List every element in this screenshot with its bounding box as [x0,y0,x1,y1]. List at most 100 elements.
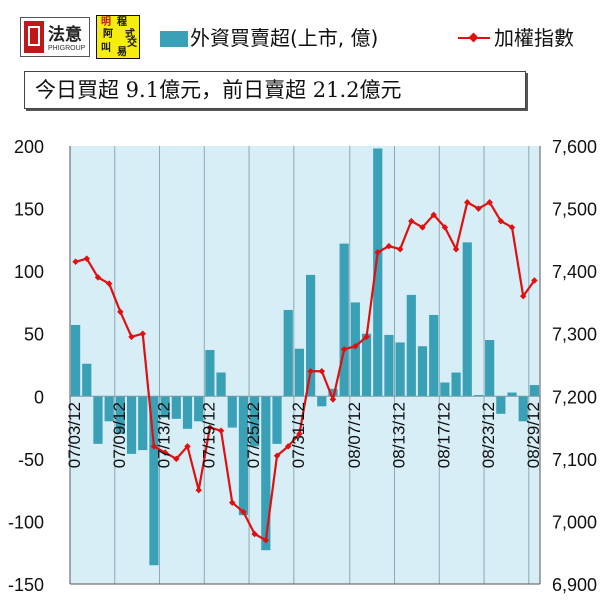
legend-line-swatch [458,32,490,43]
logo2-glyph: 阿 [103,29,113,40]
index-point [72,258,79,266]
index-point [229,499,236,506]
phigroup-logo-mark [24,21,44,53]
index-point [139,330,146,337]
right-tick-label: 7,500 [552,200,597,220]
right-tick-label: 7,600 [552,137,597,157]
legend-line-label: 加權指數 [494,26,574,50]
index-point [374,249,381,256]
index-point [497,217,505,225]
bar-mark [451,372,461,397]
bar-mark [462,242,472,397]
bar-mark [205,349,215,397]
bar-mark [429,314,439,397]
program-trading-logo: 明 程 阿 式 叫 交 易 [96,15,140,59]
bar-mark [171,396,181,419]
logo2-glyph: 程 [117,17,127,28]
x-tick-label: 08/23/12 [479,402,498,468]
bar-mark [373,148,383,397]
bar-mark [496,396,506,414]
index-point [184,443,191,450]
left-tick-label: -100 [8,512,44,532]
index-point [161,449,169,456]
x-tick-label: 07/31/12 [289,402,308,468]
bar-mark [395,342,405,397]
bar-mark [227,396,237,428]
legend-bar-label: 外資買賣超(上市, 億) [190,26,379,50]
index-point [340,346,348,353]
phigroup-logo-name: 法意 [48,25,82,45]
bar-mark [82,363,92,397]
bar-mark [272,396,282,444]
x-tick-label: 08/13/12 [390,402,409,468]
bar-mark [339,243,349,397]
bar-mark [71,324,81,397]
index-point [284,443,292,450]
bar-mark [417,346,428,397]
index-point [195,486,202,494]
bar-mark [115,396,125,434]
index-point [352,342,359,350]
bar-mark [306,274,316,397]
index-point [240,508,247,516]
index-point [329,396,337,403]
index-point [441,224,449,231]
index-point [464,199,471,206]
right-tick-label: 7,400 [552,262,597,282]
index-point [452,245,460,253]
bar-mark [160,396,170,418]
logo2-glyph: 式 [125,29,135,40]
index-point [419,224,426,231]
plot-area [70,146,540,584]
bar-mark [126,396,137,454]
x-tick-label: 07/03/12 [65,402,84,468]
bar-mark [485,339,495,397]
bar-mark [361,333,372,397]
index-point [408,217,415,225]
right-tick-label: 6,900 [552,575,597,595]
left-tick-label: -150 [8,575,44,595]
x-tick-label: 07/13/12 [155,402,174,468]
index-point [363,333,370,341]
x-tick-label: 07/09/12 [110,402,129,468]
index-point [251,530,258,538]
bar-mark [182,396,193,429]
bar-mark [406,294,416,397]
x-tick-label: 08/07/12 [345,402,364,468]
bar-mark [283,309,293,397]
index-point [273,452,281,459]
index-point [508,224,516,231]
bar-mark [216,372,226,397]
bar-mark [93,396,103,444]
bar-mark [317,396,327,407]
bar-mark [149,396,159,566]
index-point [430,211,437,219]
bar-mark [529,385,539,397]
bar-mark [473,395,484,397]
logo2-glyph: 叫 [101,43,111,54]
x-tick-label: 08/29/12 [524,402,543,468]
left-tick-label: -50 [18,450,44,470]
index-point [396,245,404,253]
index-point [217,427,225,434]
right-tick-label: 7,100 [552,450,597,470]
index-point [128,333,135,341]
index-point [296,430,303,438]
left-tick-label: 0 [34,387,44,407]
index-point [531,277,538,284]
index-point [150,443,158,450]
legend-bar-swatch [160,31,188,47]
left-tick-label: 50 [24,325,44,345]
bar-mark [104,396,114,422]
index-point [117,308,124,316]
index-line [75,200,536,542]
right-tick-label: 7,300 [552,325,597,345]
x-tick-label: 08/17/12 [434,402,453,468]
bar-mark [250,396,260,447]
bar-mark [328,388,338,397]
bar-mark [138,396,148,451]
logo2-glyph: 交 [127,38,137,49]
x-tick-label: 07/25/12 [244,402,263,468]
index-point [475,205,482,212]
bar-mark [518,396,528,422]
